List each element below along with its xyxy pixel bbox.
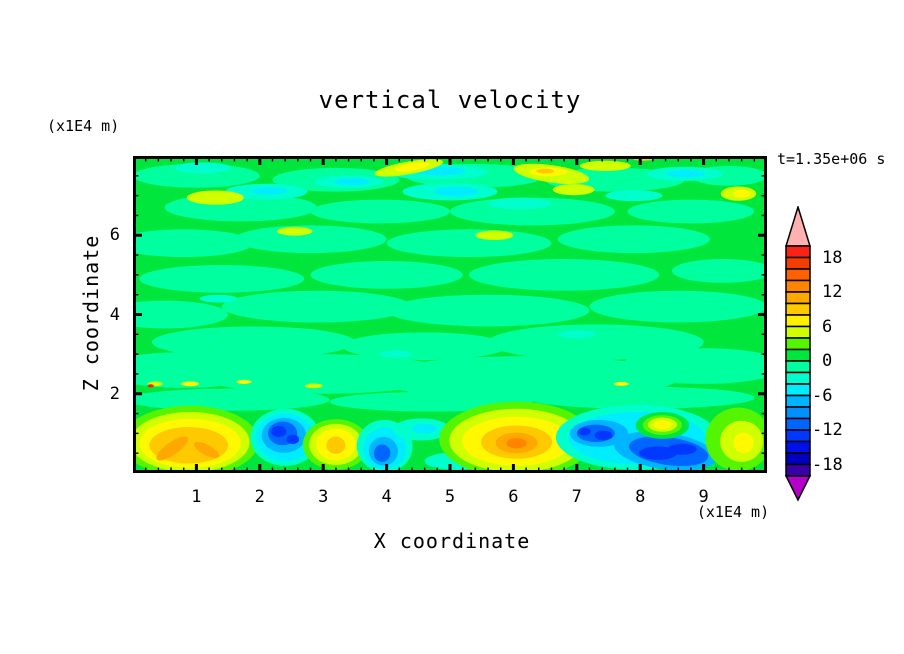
colorbar-tick-label-18: 18 xyxy=(822,247,843,268)
colorbar-tick-label--6: -6 xyxy=(812,385,833,406)
colorbar-tick-label-6: 6 xyxy=(822,316,833,337)
x-tick-label-3: 3 xyxy=(318,487,329,507)
colorbar-svg xyxy=(785,206,811,502)
colorbar-tick-label-12: 12 xyxy=(822,282,843,302)
z-tick-label-4: 4 xyxy=(109,304,120,325)
x-tick-label-4: 4 xyxy=(381,487,392,507)
colorbar-tick-label-0: 0 xyxy=(822,351,833,371)
contour-plot-svg xyxy=(133,156,767,473)
x-tick-label-1: 1 xyxy=(191,487,202,507)
x-tick-label-5: 5 xyxy=(444,487,456,507)
z-tick-label-2: 2 xyxy=(109,383,120,404)
z-axis-units-label: (x1E4 m) xyxy=(47,117,120,135)
contour-plot xyxy=(133,156,767,473)
timestamp-label: t=1.35e+06 s xyxy=(777,150,886,168)
colorbar-tick-label--18: -18 xyxy=(812,454,843,475)
x-tick-label-2: 2 xyxy=(254,487,265,507)
plot-title: vertical velocity xyxy=(318,86,582,114)
x-tick-label-8: 8 xyxy=(635,487,646,507)
colorbar xyxy=(785,206,811,502)
x-axis-units-label: (x1E4 m) xyxy=(696,503,770,521)
x-axis-label: X coordinate xyxy=(373,529,531,553)
x-tick-label-7: 7 xyxy=(571,487,582,507)
x-tick-label-9: 9 xyxy=(698,487,709,507)
x-tick-label-6: 6 xyxy=(508,487,519,507)
z-tick-label-6: 6 xyxy=(109,225,120,246)
colorbar-tick-label--12: -12 xyxy=(812,420,843,440)
